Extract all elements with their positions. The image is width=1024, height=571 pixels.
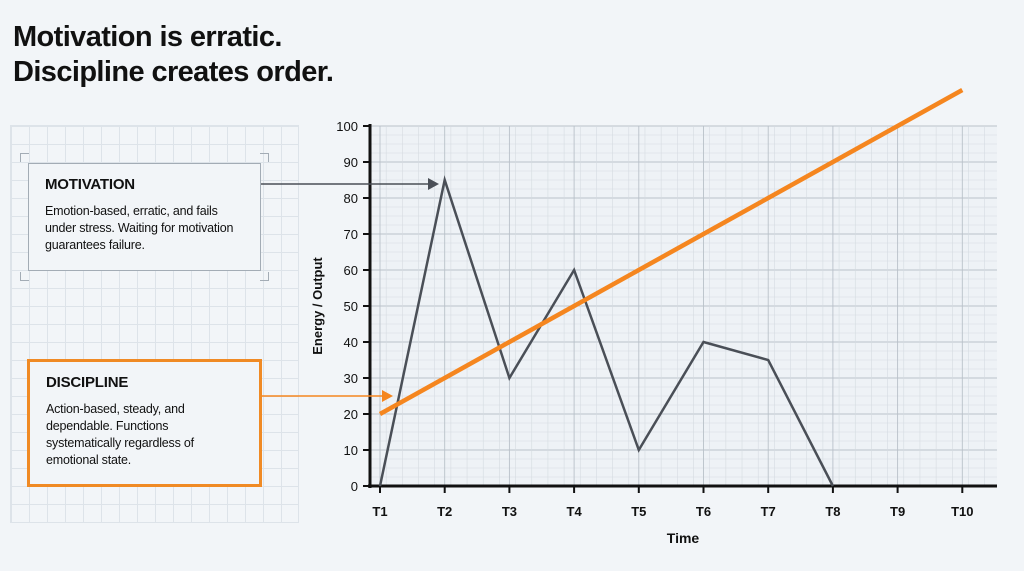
y-tick-label: 70 [344, 227, 358, 242]
y-tick-label: 10 [344, 443, 358, 458]
y-tick-label: 0 [351, 479, 358, 494]
y-axis-label: Energy / Output [310, 257, 325, 355]
title-line-2: Discipline creates order. [13, 56, 334, 88]
bracket-corner [260, 153, 269, 162]
page-title: Motivation is erratic. Discipline creates… [13, 20, 334, 90]
x-axis-label: Time [667, 530, 700, 546]
discipline-line [378, 88, 964, 416]
y-tick-label: 80 [344, 191, 358, 206]
discipline-heading: DISCIPLINE [46, 374, 129, 391]
x-tick-label: T7 [761, 504, 776, 519]
y-tick-label: 20 [344, 407, 358, 422]
x-tick-label: T10 [951, 504, 973, 519]
title-line-1: Motivation is erratic. [13, 21, 282, 53]
y-tick-label: 30 [344, 371, 358, 386]
arrowhead-icon [428, 178, 439, 190]
y-tick-label: 60 [344, 263, 358, 278]
bracket-corner [260, 272, 269, 281]
x-tick-label: T1 [372, 504, 387, 519]
motivation-text: Emotion-based, erratic, and fails under … [45, 204, 234, 252]
discipline-text: Action-based, steady, and dependable. Fu… [46, 402, 194, 467]
bracket-corner [20, 272, 29, 281]
x-tick-label: T6 [696, 504, 711, 519]
y-tick-label: 100 [336, 119, 358, 134]
y-tick-label: 90 [344, 155, 358, 170]
bracket-corner [20, 153, 29, 162]
y-tick-label: 50 [344, 299, 358, 314]
arrowhead-icon [382, 390, 393, 402]
motivation-heading: MOTIVATION [45, 176, 135, 193]
x-tick-label: T8 [825, 504, 840, 519]
motivation-line [378, 175, 835, 487]
x-tick-label: T2 [437, 504, 452, 519]
x-tick-label: T5 [631, 504, 646, 519]
x-tick-label: T4 [567, 504, 583, 519]
x-tick-label: T3 [502, 504, 517, 519]
y-tick-label: 40 [344, 335, 358, 350]
motivation-callout: MOTIVATION Emotion-based, erratic, and f… [28, 163, 261, 271]
discipline-callout: DISCIPLINE Action-based, steady, and dep… [27, 359, 262, 487]
x-tick-label: T9 [890, 504, 905, 519]
